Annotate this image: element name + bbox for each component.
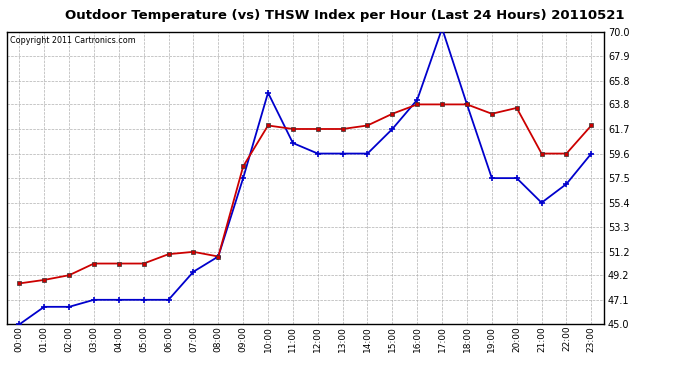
Text: Copyright 2011 Cartronics.com: Copyright 2011 Cartronics.com (10, 36, 136, 45)
Text: Outdoor Temperature (vs) THSW Index per Hour (Last 24 Hours) 20110521: Outdoor Temperature (vs) THSW Index per … (66, 9, 624, 22)
